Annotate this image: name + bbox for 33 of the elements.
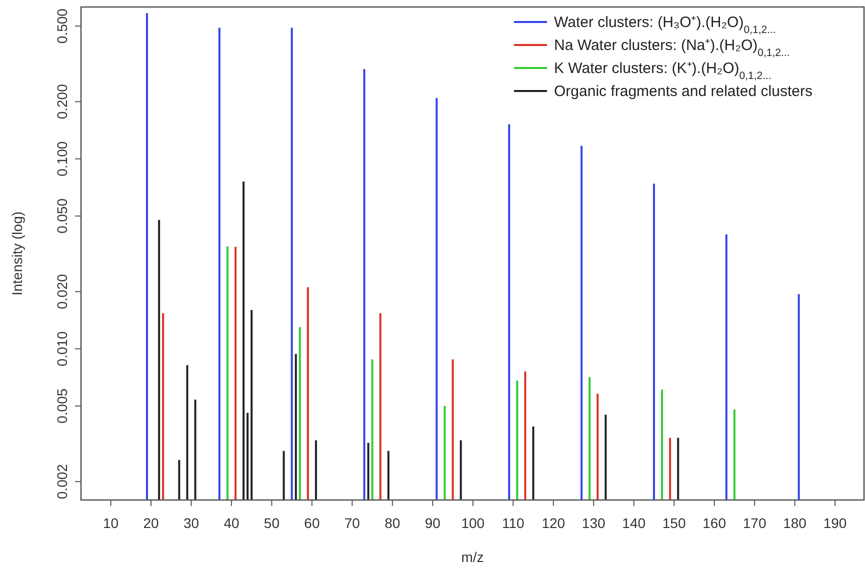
y-tick-label: 0.005 (54, 388, 70, 424)
x-tick-label: 30 (183, 515, 200, 531)
y-tick-label: 0.200 (54, 84, 70, 120)
x-tick-label: 150 (662, 515, 686, 531)
y-tick-label: 0.500 (54, 8, 70, 44)
x-axis-title: m/z (461, 549, 484, 565)
x-tick-label: 20 (143, 515, 160, 531)
x-tick-label: 160 (702, 515, 726, 531)
x-tick-label: 100 (461, 515, 485, 531)
x-tick-label: 80 (384, 515, 400, 531)
x-tick-label: 10 (102, 515, 119, 531)
y-axis-title: Intensity (log) (9, 211, 25, 296)
x-tick-label: 50 (264, 515, 280, 531)
legend-label: Na Water clusters: (Na⁺).(H₂O)$_{0,1,2...}$ (554, 37, 790, 59)
x-tick-label: 140 (622, 515, 646, 531)
x-tick-label: 180 (783, 515, 807, 531)
y-tick-label: 0.020 (54, 274, 70, 310)
x-tick-label: 90 (424, 515, 441, 531)
y-tick-label: 0.010 (54, 331, 70, 366)
y-tick-label: 0.050 (54, 198, 70, 234)
x-tick-label: 110 (502, 515, 525, 531)
legend-label: K Water clusters: (K⁺).(H₂O)$_{0,1,2...}$ (554, 60, 772, 82)
x-tick-label: 130 (582, 515, 606, 531)
x-tick-label: 190 (823, 515, 847, 531)
legend-label: Organic fragments and related clusters (554, 83, 812, 100)
x-tick-label: 120 (542, 515, 566, 531)
x-tick-label: 170 (742, 515, 766, 531)
y-tick-label: 0.100 (54, 141, 70, 176)
x-tick-label: 70 (344, 515, 360, 531)
y-tick-label: 0.002 (54, 464, 70, 500)
x-tick-label: 60 (304, 515, 320, 531)
x-tick-label: 40 (224, 515, 240, 531)
legend-label: Water clusters: (H₃O⁺).(H₂O)$_{0,1,2...}$ (554, 14, 776, 36)
